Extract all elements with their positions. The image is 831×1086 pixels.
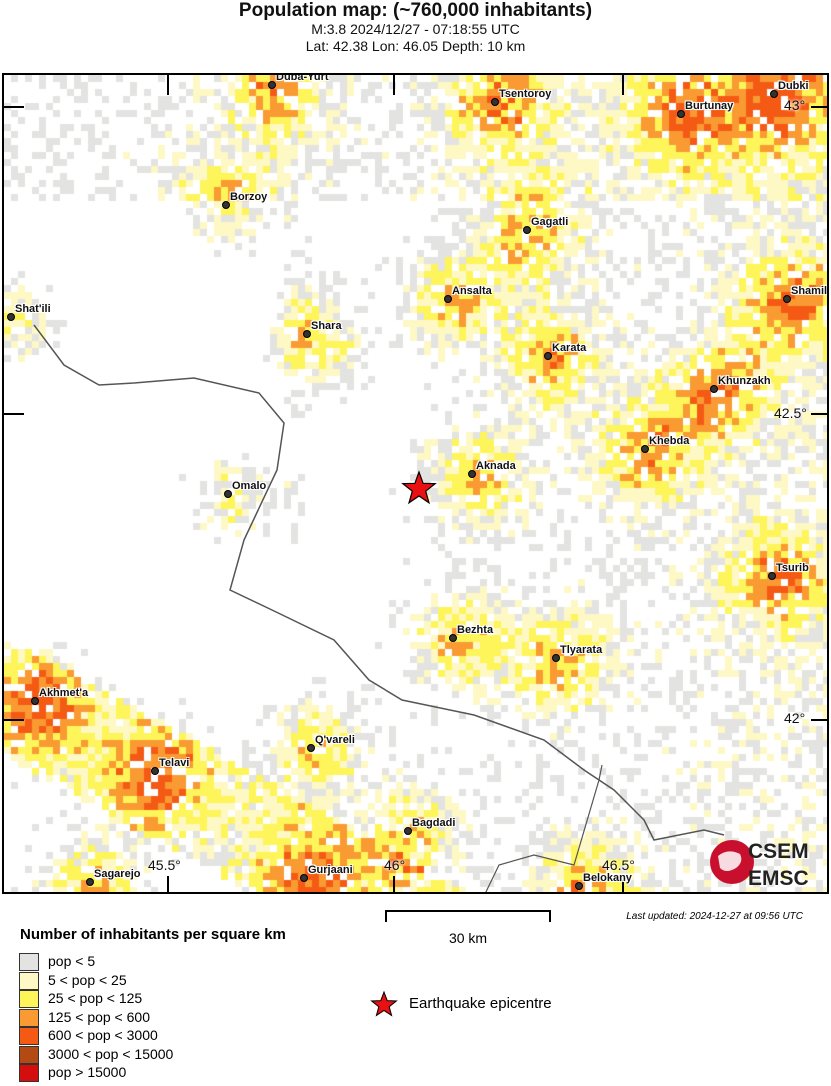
map-title: Population map: (~760,000 inhabitants)	[238, 0, 593, 21]
city-label[interactable]: Shamil	[791, 285, 828, 297]
scale-bar	[385, 910, 551, 922]
city-dot	[468, 470, 476, 478]
city-dot	[151, 767, 159, 775]
city-label[interactable]: Ansalta	[452, 285, 492, 297]
city-label[interactable]: Belokany	[583, 872, 632, 884]
city-label[interactable]: Omalo	[232, 480, 267, 492]
legend-swatch	[19, 1064, 39, 1082]
legend-swatch	[19, 990, 39, 1008]
event-location: Lat: 42.38 Lon: 46.05 Depth: 10 km	[305, 38, 526, 54]
epicentre-label: Earthquake epicentre	[409, 995, 552, 1012]
country-border	[33, 324, 725, 841]
city-dot	[783, 295, 791, 303]
city-dot	[575, 882, 583, 890]
city-dot	[552, 654, 560, 662]
city-dot	[86, 878, 94, 886]
legend-swatch	[19, 953, 39, 971]
city-label[interactable]: Bezhta	[457, 624, 494, 636]
legend-label: 25 < pop < 125	[48, 990, 143, 1006]
epicentre-star-icon	[401, 470, 437, 505]
river-line	[485, 764, 603, 892]
city-label[interactable]: Burtunay	[685, 100, 734, 112]
city-label[interactable]: Dubki	[778, 80, 809, 92]
city-dot	[404, 827, 412, 835]
city-dot	[544, 352, 552, 360]
city-label[interactable]: Tlyarata	[560, 644, 603, 656]
city-dot	[300, 874, 308, 882]
legend-label: 3000 < pop < 15000	[48, 1045, 174, 1062]
city-label[interactable]: Akhmet'a	[39, 687, 89, 699]
legend-label: pop < 5	[48, 953, 96, 969]
city-dot	[224, 490, 232, 498]
city-label[interactable]: Shat'ili	[15, 303, 51, 315]
city-label[interactable]: Shara	[311, 320, 342, 332]
svg-text:EMSC: EMSC	[748, 867, 809, 890]
city-dot	[7, 313, 15, 321]
csem-emsc-logo: CSEM EMSC	[710, 840, 809, 890]
legend-swatch	[19, 1008, 39, 1027]
lon-label: 46.5°	[602, 857, 635, 873]
city-label[interactable]: Duba-Yurt	[276, 73, 329, 83]
epicentre-star-icon	[370, 990, 398, 1017]
city-dot	[449, 634, 457, 642]
lat-label: 43°	[784, 97, 806, 113]
city-label[interactable]: Tsurib	[776, 562, 809, 574]
svg-text:CSEM: CSEM	[748, 840, 809, 863]
city-label[interactable]: Bagdadi	[412, 817, 456, 829]
city-label[interactable]: Tsentoroy	[499, 88, 552, 100]
city-dot	[307, 744, 315, 752]
city-dot	[770, 90, 778, 98]
legend-label: 125 < pop < 600	[48, 1008, 150, 1025]
legend-label: 5 < pop < 25	[48, 971, 127, 988]
lat-label: 42.5°	[774, 405, 807, 421]
scale-label: 30 km	[448, 930, 488, 946]
city-dot	[303, 330, 311, 338]
lat-label: 42°	[784, 710, 806, 726]
city-label[interactable]: Borzoy	[230, 191, 268, 203]
city-dot	[268, 81, 276, 89]
city-dot	[523, 226, 531, 234]
city-dot	[444, 295, 452, 303]
legend-swatch	[19, 1045, 39, 1064]
city-label[interactable]: Aknada	[476, 460, 516, 472]
last-updated: Last updated: 2024-12-27 at 09:56 UTC	[626, 911, 803, 922]
legend-swatch	[19, 971, 39, 990]
graticule-ticks	[4, 75, 827, 892]
city-dot	[31, 697, 39, 705]
event-info: M:3.8 2024/12/27 - 07:18:55 UTC	[311, 21, 520, 37]
city-label[interactable]: Q'vareli	[315, 734, 355, 746]
city-label[interactable]: Khebda	[649, 435, 690, 447]
city-label[interactable]: Gagatli	[531, 216, 569, 228]
lon-label: 45.5°	[148, 857, 181, 873]
city-label[interactable]: Khunzakh	[718, 375, 771, 387]
city-dot	[677, 110, 685, 118]
legend-title: Number of inhabitants per square km	[20, 926, 286, 943]
legend-swatch	[19, 1027, 39, 1045]
city-label[interactable]: Telavi	[159, 757, 190, 769]
city-label[interactable]: Sagarejo	[94, 868, 141, 880]
city-label[interactable]: Karata	[552, 342, 587, 354]
map-overlay	[4, 75, 827, 892]
population-map[interactable]: Duba-Yurt Tsentoroy Dubki Burtunay Borzoy Gag…	[2, 73, 829, 894]
legend-label: pop > 15000	[48, 1064, 127, 1080]
city-dot	[641, 445, 649, 453]
city-dot	[491, 98, 499, 106]
city-label[interactable]: Gurjaani	[308, 864, 353, 876]
city-dot	[710, 385, 718, 393]
city-dot	[768, 572, 776, 580]
lon-label: 46°	[384, 857, 406, 873]
legend-label: 600 < pop < 3000	[48, 1027, 158, 1043]
city-dot	[222, 201, 230, 209]
